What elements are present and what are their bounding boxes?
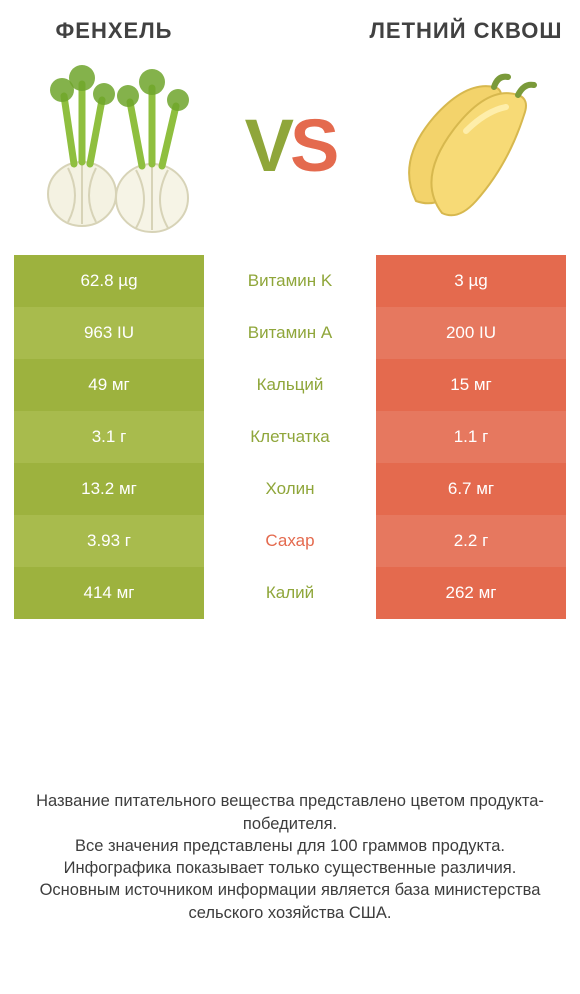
nutrient-row: 3.93 гСахар2.2 г	[14, 515, 566, 567]
left-value-cell: 963 IU	[14, 307, 204, 359]
right-product-image	[356, 51, 566, 241]
header-row: ФЕНХЕЛЬ ЛЕТНИЙ СКВОШ	[14, 18, 566, 43]
vs-v: V	[245, 104, 290, 187]
right-value-cell: 2.2 г	[376, 515, 566, 567]
squash-icon	[376, 61, 546, 231]
right-value-cell: 3 µg	[376, 255, 566, 307]
fennel-icon	[24, 56, 214, 236]
nutrient-label-cell: Холин	[204, 463, 376, 515]
left-value-cell: 414 мг	[14, 567, 204, 619]
nutrient-label-cell: Клетчатка	[204, 411, 376, 463]
footer-line-3: Инфографика показывает только существенн…	[20, 857, 560, 879]
right-product-title: ЛЕТНИЙ СКВОШ	[366, 18, 566, 43]
nutrient-label-cell: Витамин A	[204, 307, 376, 359]
nutrient-row: 3.1 гКлетчатка1.1 г	[14, 411, 566, 463]
footer-line-1: Название питательного вещества представл…	[20, 790, 560, 835]
footer-line-2: Все значения представлены для 100 граммо…	[20, 835, 560, 857]
nutrient-row: 13.2 мгХолин6.7 мг	[14, 463, 566, 515]
images-row: VS	[14, 51, 566, 241]
nutrient-row: 62.8 µgВитамин K3 µg	[14, 255, 566, 307]
nutrient-label-cell: Витамин K	[204, 255, 376, 307]
footer-line-4: Основным источником информации является …	[20, 879, 560, 924]
nutrient-label-cell: Калий	[204, 567, 376, 619]
nutrient-row: 414 мгКалий262 мг	[14, 567, 566, 619]
left-value-cell: 13.2 мг	[14, 463, 204, 515]
right-value-cell: 1.1 г	[376, 411, 566, 463]
right-value-cell: 6.7 мг	[376, 463, 566, 515]
right-value-cell: 200 IU	[376, 307, 566, 359]
nutrient-label-cell: Кальций	[204, 359, 376, 411]
left-value-cell: 49 мг	[14, 359, 204, 411]
nutrient-table: 62.8 µgВитамин K3 µg963 IUВитамин A200 I…	[14, 255, 566, 619]
left-value-cell: 3.1 г	[14, 411, 204, 463]
nutrient-label-cell: Сахар	[204, 515, 376, 567]
footer-notes: Название питательного вещества представл…	[14, 768, 566, 994]
vs-label: VS	[230, 109, 350, 183]
left-product-title: ФЕНХЕЛЬ	[14, 18, 214, 43]
nutrient-row: 49 мгКальций15 мг	[14, 359, 566, 411]
right-value-cell: 262 мг	[376, 567, 566, 619]
nutrient-row: 963 IUВитамин A200 IU	[14, 307, 566, 359]
right-value-cell: 15 мг	[376, 359, 566, 411]
left-product-image	[14, 51, 224, 241]
infographic-container: ФЕНХЕЛЬ ЛЕТНИЙ СКВОШ	[0, 0, 580, 994]
left-value-cell: 3.93 г	[14, 515, 204, 567]
left-value-cell: 62.8 µg	[14, 255, 204, 307]
vs-s: S	[290, 104, 335, 187]
